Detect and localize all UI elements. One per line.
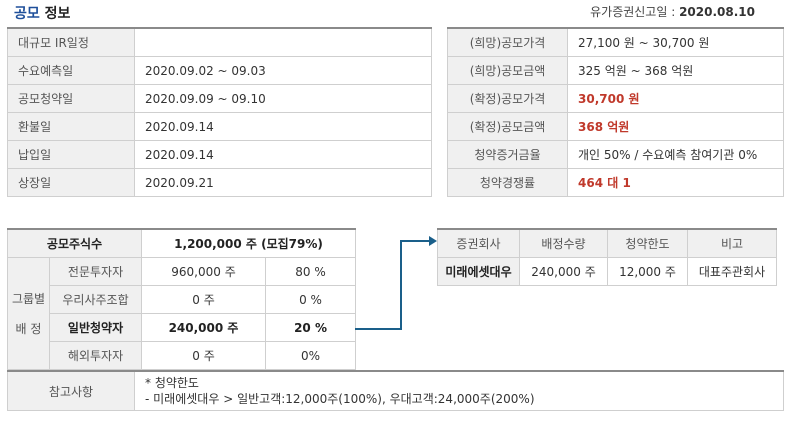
- underwriter-name: 미래에셋대우: [437, 257, 520, 286]
- pricing-value: 27,100 원 ~ 30,700 원: [567, 27, 784, 57]
- table-row: 증권회사 배정수량 청약한도 비고: [437, 228, 777, 258]
- column-header: 배정수량: [519, 228, 608, 258]
- confirmed-amount-value: 368 억원: [567, 112, 784, 141]
- report-date: 유가증권신고일 : 2020.08.10: [590, 3, 755, 20]
- table-row: 우리사주조합 0 주 0 %: [8, 285, 357, 314]
- allocated-percent: 0%: [265, 341, 357, 370]
- total-shares-value: 1,200,000 주 (모집79%): [141, 228, 357, 258]
- table-row: 그룹별 배 정 전문투자자 960,000 주 80 %: [7, 257, 357, 370]
- table-row: 일반청약자 240,000 주 20 %: [8, 313, 357, 342]
- schedule-value: 2020.09.09 ~ 09.10: [134, 84, 432, 113]
- underwriter-allocated: 240,000 주: [519, 257, 608, 286]
- pricing-table: (희망)공모가격 27,100 원 ~ 30,700 원 (희망)공모금액 32…: [447, 27, 784, 197]
- table-row: 공모주식수 1,200,000 주 (모집79%): [6, 228, 357, 258]
- notes-line: - 미래에셋대우 > 일반고객:12,000주(100%), 우대고객:24,0…: [145, 392, 535, 406]
- pricing-label: 청약증거금율: [447, 140, 568, 169]
- table-row: (확정)공모가격 30,700 원: [447, 84, 784, 113]
- table-row: 공모청약일 2020.09.09 ~ 09.10: [7, 84, 432, 113]
- schedule-label: 환불일: [7, 112, 135, 141]
- schedule-label: 공모청약일: [7, 84, 135, 113]
- investor-type: 우리사주조합: [48, 285, 143, 314]
- confirmed-price-value: 30,700 원: [567, 84, 784, 113]
- underwriter-limit: 12,000 주: [607, 257, 688, 286]
- notes-table: 참고사항 * 청약한도 - 미래에셋대우 > 일반고객:12,000주(100%…: [7, 370, 784, 411]
- notes-line: * 청약한도: [145, 376, 199, 390]
- table-row: 상장일 2020.09.21: [7, 168, 432, 197]
- table-row: 미래에셋대우 240,000 주 12,000 주 대표주관회사: [437, 257, 777, 286]
- allocated-shares: 0 주: [141, 285, 267, 314]
- share-allocation-table: 공모주식수 1,200,000 주 (모집79%) 그룹별 배 정 전문투자자 …: [6, 228, 357, 370]
- schedule-value: 2020.09.14: [134, 140, 432, 169]
- pricing-label: (확정)공모금액: [447, 112, 568, 141]
- table-row: 청약증거금율 개인 50% / 수요예측 참여기관 0%: [447, 140, 784, 169]
- notes-label: 참고사항: [7, 370, 135, 411]
- table-row: (확정)공모금액 368 억원: [447, 112, 784, 141]
- schedule-value: 2020.09.14: [134, 112, 432, 141]
- pricing-label: (희망)공모금액: [447, 56, 568, 85]
- table-row: 해외투자자 0 주 0%: [8, 341, 357, 370]
- underwriter-table: 증권회사 배정수량 청약한도 비고 미래에셋대우 240,000 주 12,00…: [437, 228, 777, 286]
- table-row: 환불일 2020.09.14: [7, 112, 432, 141]
- table-row: 청약경쟁률 464 대 1: [447, 168, 784, 197]
- table-row: 수요예측일 2020.09.02 ~ 09.03: [7, 56, 432, 85]
- allocated-percent: 0 %: [265, 285, 357, 314]
- pricing-label: (희망)공모가격: [447, 27, 568, 57]
- pricing-value: 325 억원 ~ 368 억원: [567, 56, 784, 85]
- allocated-percent: 20 %: [265, 313, 357, 342]
- schedule-value: 2020.09.21: [134, 168, 432, 197]
- table-row: (희망)공모가격 27,100 원 ~ 30,700 원: [447, 27, 784, 57]
- pricing-label: (확정)공모가격: [447, 84, 568, 113]
- investor-type: 해외투자자: [48, 341, 143, 370]
- table-row: 납입일 2020.09.14: [7, 140, 432, 169]
- group-allocation-label: 그룹별 배 정: [7, 257, 50, 370]
- table-row: (희망)공모금액 325 억원 ~ 368 억원: [447, 56, 784, 85]
- pricing-label: 청약경쟁률: [447, 168, 568, 197]
- report-date-value: 2020.08.10: [679, 5, 755, 19]
- connector-arrow: [355, 236, 437, 330]
- table-row: 참고사항 * 청약한도 - 미래에셋대우 > 일반고객:12,000주(100%…: [7, 370, 784, 411]
- allocated-percent: 80 %: [265, 257, 357, 286]
- investor-type: 전문투자자: [48, 257, 143, 286]
- title-keyword: 공모: [14, 6, 40, 22]
- title-suffix: 정보: [44, 6, 71, 22]
- pricing-value: 개인 50% / 수요예측 참여기관 0%: [567, 140, 784, 169]
- schedule-label: 대규모 IR일정: [7, 27, 135, 57]
- total-shares-label: 공모주식수: [6, 228, 143, 258]
- section-title: 공모 정보: [14, 3, 70, 23]
- schedule-label: 상장일: [7, 168, 135, 197]
- competition-ratio-value: 464 대 1: [567, 168, 784, 197]
- group-label-line1: 그룹별: [11, 291, 46, 306]
- schedule-value: 2020.09.02 ~ 09.03: [134, 56, 432, 85]
- allocated-shares: 0 주: [141, 341, 267, 370]
- column-header: 청약한도: [607, 228, 688, 258]
- column-header: 비고: [687, 228, 777, 258]
- group-label-line2: 배 정: [15, 321, 42, 336]
- allocated-shares: 240,000 주: [141, 313, 267, 342]
- allocated-shares: 960,000 주: [141, 257, 267, 286]
- schedule-label: 수요예측일: [7, 56, 135, 85]
- underwriter-note: 대표주관회사: [687, 257, 777, 286]
- report-date-label: 유가증권신고일 :: [590, 5, 676, 19]
- notes-content: * 청약한도 - 미래에셋대우 > 일반고객:12,000주(100%), 우대…: [134, 370, 784, 411]
- column-header: 증권회사: [437, 228, 520, 258]
- table-row: 대규모 IR일정: [7, 27, 432, 57]
- schedule-value: [134, 27, 432, 57]
- schedule-label: 납입일: [7, 140, 135, 169]
- investor-type: 일반청약자: [48, 313, 143, 342]
- schedule-table: 대규모 IR일정 수요예측일 2020.09.02 ~ 09.03 공모청약일 …: [7, 27, 432, 197]
